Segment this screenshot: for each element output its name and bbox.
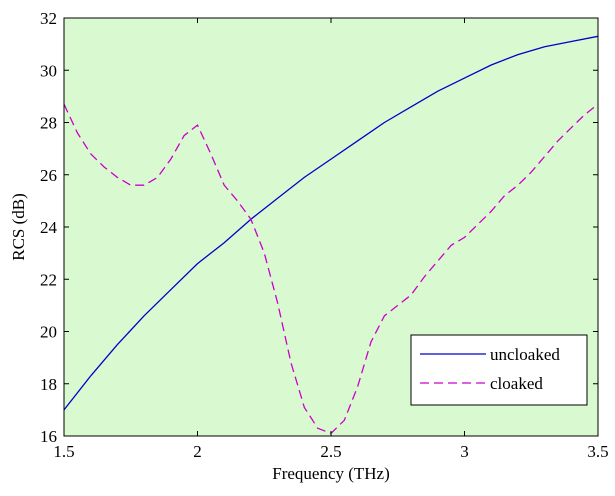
x-tick-label: 1.5 bbox=[53, 442, 74, 461]
y-tick-label: 32 bbox=[40, 9, 57, 28]
legend: uncloaked cloaked bbox=[410, 334, 588, 406]
y-tick-label: 20 bbox=[40, 323, 57, 342]
y-tick-label: 28 bbox=[40, 114, 57, 133]
y-tick-label: 26 bbox=[40, 166, 57, 185]
x-tick-label: 3 bbox=[460, 442, 469, 461]
y-axis-label: RCS (dB) bbox=[9, 193, 28, 261]
y-tick-label: 16 bbox=[40, 427, 57, 446]
y-tick-label: 30 bbox=[40, 61, 57, 80]
x-tick-labels: 1.5 2 2.5 3 3.5 bbox=[53, 442, 608, 461]
y-tick-label: 22 bbox=[40, 270, 57, 289]
x-axis-label: Frequency (THz) bbox=[272, 464, 390, 483]
y-tick-label: 24 bbox=[40, 218, 58, 237]
x-tick-label: 3.5 bbox=[587, 442, 608, 461]
legend-label-cloaked: cloaked bbox=[490, 374, 543, 393]
y-tick-labels: 16 18 20 22 24 26 28 30 32 bbox=[40, 9, 58, 446]
series-line-uncloaked bbox=[63, 35, 599, 411]
x-tick-label: 2.5 bbox=[320, 442, 341, 461]
ticks-layer bbox=[63, 17, 599, 437]
y-tick-label: 18 bbox=[40, 375, 57, 394]
x-tick-label: 2 bbox=[193, 442, 202, 461]
legend-box bbox=[410, 334, 588, 406]
legend-label-uncloaked: uncloaked bbox=[490, 345, 560, 364]
